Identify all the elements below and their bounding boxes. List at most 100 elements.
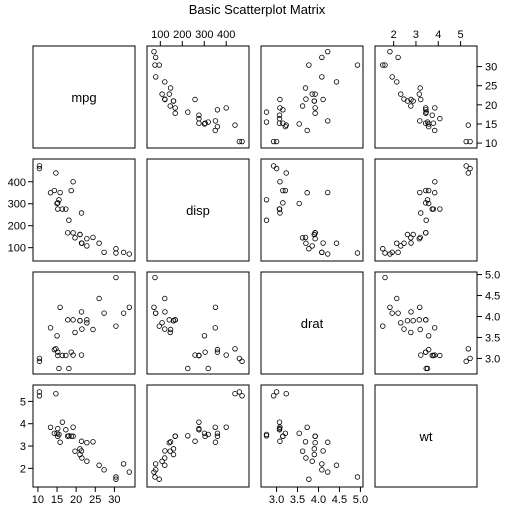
data-point [465, 170, 472, 176]
bottom-tick-label-mpg: 15 [51, 494, 63, 506]
data-point [55, 433, 61, 440]
data-point [214, 433, 221, 439]
data-point [423, 105, 429, 111]
data-point [463, 358, 469, 365]
data-point [302, 439, 309, 445]
data-point [36, 165, 43, 172]
panel-wt-vs-disp [146, 384, 250, 488]
data-point [166, 440, 172, 446]
data-point [319, 467, 325, 473]
data-point [401, 240, 407, 246]
data-point [162, 295, 168, 302]
data-point [152, 274, 158, 281]
data-point [325, 189, 331, 196]
data-point [162, 462, 168, 468]
panel-frame [146, 45, 250, 149]
data-point [312, 230, 318, 236]
panel-frame [146, 271, 250, 375]
bottom-tick-label-drat: 4.0 [311, 494, 326, 506]
data-point [423, 230, 429, 236]
data-point [299, 448, 306, 454]
data-point [55, 349, 61, 355]
data-point [416, 91, 422, 97]
data-point [78, 438, 85, 444]
data-point [152, 474, 158, 480]
data-point [280, 433, 286, 440]
panel-wt-vs-wt: wt [374, 384, 478, 488]
top-tick-label-wt: 2 [391, 29, 397, 41]
data-point [167, 329, 173, 336]
panel-drat-vs-drat: drat [260, 271, 364, 375]
data-point [263, 109, 270, 115]
data-point [398, 243, 404, 249]
data-point [404, 317, 411, 324]
data-point [77, 317, 83, 324]
data-point [214, 346, 221, 353]
data-point [192, 438, 198, 444]
left-tick-label-disp: 300 [8, 199, 26, 211]
data-point [263, 217, 270, 223]
data-point [309, 243, 315, 249]
data-point [166, 91, 172, 97]
panel-frame [260, 271, 364, 375]
data-point [304, 190, 310, 196]
data-point [47, 190, 54, 196]
matrix-panels: mpg disp drat wt [32, 45, 478, 488]
data-point [70, 352, 76, 358]
data-point [201, 333, 208, 339]
data-point [410, 317, 416, 324]
data-point [408, 240, 414, 246]
data-point [84, 440, 90, 446]
data-point [417, 118, 423, 124]
panel-disp-vs-wt [374, 158, 478, 262]
data-point [57, 304, 63, 310]
panel-disp-vs-mpg [32, 158, 136, 262]
data-point [55, 425, 61, 432]
data-point [201, 121, 208, 127]
data-point [126, 304, 133, 310]
panel-frame [374, 45, 478, 149]
data-point [167, 85, 174, 91]
bottom-tick-label-drat: 3.0 [269, 494, 284, 506]
data-point [53, 390, 59, 397]
left-tick-label-wt: 2 [20, 463, 26, 475]
data-point [333, 462, 340, 468]
data-point [306, 62, 312, 68]
data-point [59, 419, 66, 425]
variable-label-drat: drat [301, 316, 324, 331]
data-point [312, 440, 318, 446]
panel-mpg-vs-wt [374, 45, 478, 149]
data-point [55, 352, 61, 359]
panel-mpg-vs-disp [146, 45, 250, 149]
data-point [423, 217, 429, 223]
data-point [78, 352, 85, 358]
data-point [170, 451, 177, 458]
data-point [223, 352, 229, 358]
panel-drat-vs-mpg [32, 271, 136, 375]
data-point [418, 352, 424, 358]
data-point [47, 325, 54, 331]
data-point [239, 393, 245, 399]
data-point [354, 62, 361, 68]
panel-frame [260, 45, 364, 149]
data-point [153, 310, 159, 316]
data-point [333, 240, 340, 246]
data-point [401, 96, 407, 102]
top-tick-label-wt: 5 [458, 29, 464, 41]
data-point [156, 476, 162, 482]
data-point [296, 200, 302, 207]
data-point [387, 304, 393, 310]
data-point [72, 448, 78, 454]
data-point [70, 179, 76, 185]
data-point [172, 317, 178, 323]
data-point [465, 346, 472, 352]
data-point [68, 433, 74, 439]
data-point [55, 206, 61, 212]
data-point [192, 96, 198, 103]
data-point [408, 235, 414, 241]
data-point [65, 433, 71, 439]
data-point [395, 310, 401, 316]
data-point [263, 119, 270, 125]
bottom-tick-label-mpg: 10 [32, 494, 44, 506]
chart-title: Basic Scatterplot Matrix [189, 2, 326, 17]
